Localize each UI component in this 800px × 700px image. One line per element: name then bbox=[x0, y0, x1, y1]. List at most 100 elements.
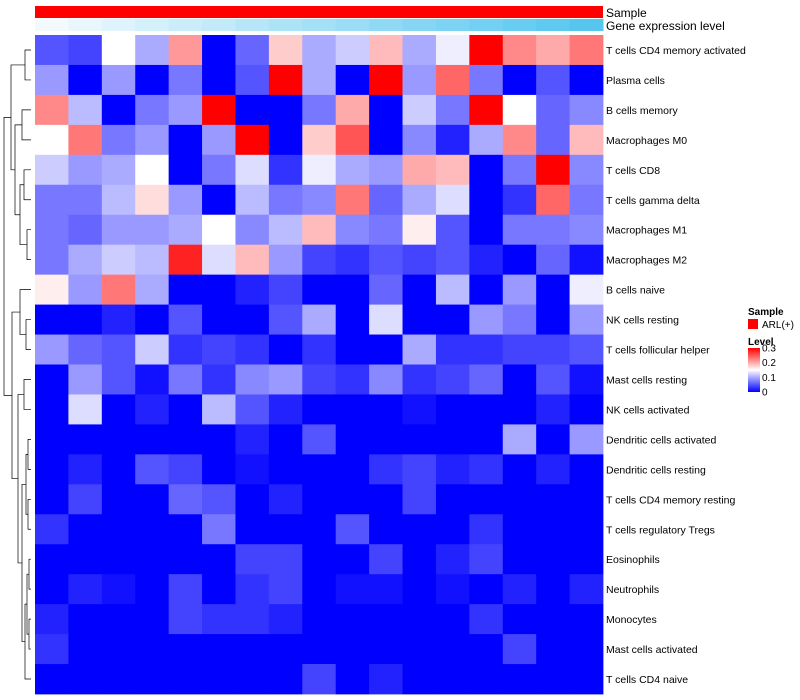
heatmap-cell bbox=[435, 94, 470, 126]
heatmap-cell bbox=[402, 35, 437, 66]
heatmap-cell bbox=[68, 424, 103, 455]
heatmap-cell bbox=[335, 484, 370, 515]
heatmap-cell bbox=[35, 154, 69, 186]
heatmap-cell bbox=[569, 574, 604, 605]
heatmap-cell bbox=[68, 94, 103, 126]
dendrogram-branch bbox=[26, 229, 31, 261]
row-label: B cells naive bbox=[606, 285, 665, 297]
dendrogram-branch bbox=[19, 289, 31, 335]
heatmap-cell bbox=[101, 604, 136, 635]
row-label: T cells CD4 memory activated bbox=[606, 45, 746, 57]
heatmap-cell bbox=[101, 454, 136, 485]
heatmap-cell bbox=[402, 574, 437, 605]
heatmap-cell bbox=[235, 35, 270, 66]
heatmap-cell bbox=[135, 94, 170, 126]
heatmap-cell bbox=[302, 364, 337, 395]
heatmap-cell bbox=[101, 634, 136, 665]
heatmap-cell bbox=[469, 394, 504, 425]
heatmap-cell bbox=[369, 454, 403, 485]
heatmap-cell bbox=[469, 454, 504, 485]
heatmap-cell bbox=[168, 364, 203, 395]
heatmap-cell bbox=[202, 35, 236, 66]
heatmap-cell bbox=[268, 604, 303, 635]
heatmap-cell bbox=[469, 154, 504, 186]
dendrogram-branch bbox=[28, 558, 31, 590]
heatmap-cell bbox=[101, 64, 136, 96]
heatmap-cell bbox=[369, 394, 403, 425]
legend-sample-items: ARL(+) bbox=[748, 319, 794, 331]
heatmap-cell bbox=[202, 124, 236, 156]
heatmap-cell bbox=[536, 604, 570, 635]
heatmap-cell bbox=[35, 364, 69, 395]
heatmap-cell bbox=[335, 364, 370, 395]
heatmap-cell bbox=[469, 64, 504, 96]
heatmap-cell bbox=[569, 35, 604, 66]
dendrogram-branch bbox=[19, 184, 27, 246]
heatmap-cell bbox=[502, 35, 537, 66]
heatmap-cell bbox=[68, 514, 103, 545]
dendrogram-branch bbox=[17, 394, 24, 564]
annotation-gene-expression-cell bbox=[569, 19, 604, 31]
heatmap-cell bbox=[302, 244, 337, 276]
heatmap-cell bbox=[68, 274, 103, 305]
heatmap-cell bbox=[35, 424, 69, 455]
heatmap-cell bbox=[335, 544, 370, 575]
heatmap-cell bbox=[369, 634, 403, 665]
heatmap-cell bbox=[135, 184, 170, 216]
heatmap-cell bbox=[569, 94, 604, 126]
heatmap-cell bbox=[435, 334, 470, 365]
heatmap-cell bbox=[268, 424, 303, 455]
heatmap-cell bbox=[235, 184, 270, 216]
heatmap-cell bbox=[202, 634, 236, 665]
heatmap-cell bbox=[135, 64, 170, 96]
heatmap-cell bbox=[369, 484, 403, 515]
heatmap-cell bbox=[569, 544, 604, 575]
heatmap-cell bbox=[369, 664, 403, 695]
heatmap-cell bbox=[235, 64, 270, 96]
heatmap-cell bbox=[135, 394, 170, 425]
heatmap-cell bbox=[168, 484, 203, 515]
heatmap-cell bbox=[135, 484, 170, 515]
heatmap-cell bbox=[168, 35, 203, 66]
heatmap-cell bbox=[335, 304, 370, 335]
heatmap-cell bbox=[335, 454, 370, 485]
row-label: Dendritic cells resting bbox=[606, 464, 706, 476]
heatmap-cell bbox=[135, 334, 170, 365]
dendrogram-branch bbox=[27, 439, 31, 470]
dendrogram-branch bbox=[10, 64, 25, 171]
heatmap-cell bbox=[369, 35, 403, 66]
heatmap-cell bbox=[202, 544, 236, 575]
heatmap-cell bbox=[202, 94, 236, 126]
heatmap-cell bbox=[569, 64, 604, 96]
heatmap-cell bbox=[435, 394, 470, 425]
heatmap-cell bbox=[569, 454, 604, 485]
legend-level-tick-label: 0 bbox=[762, 388, 768, 399]
heatmap-cell bbox=[101, 664, 136, 695]
heatmap-cell bbox=[35, 454, 69, 485]
heatmap-cell bbox=[168, 574, 203, 605]
heatmap-cell bbox=[335, 154, 370, 186]
heatmap-cell bbox=[536, 394, 570, 425]
heatmap-cell bbox=[469, 664, 504, 695]
heatmap-cell bbox=[536, 514, 570, 545]
heatmap-cell bbox=[435, 304, 470, 335]
heatmap-cell bbox=[135, 514, 170, 545]
heatmap-cell bbox=[469, 514, 504, 545]
heatmap-cell bbox=[335, 94, 370, 126]
heatmap-cell bbox=[68, 124, 103, 156]
heatmap-cell bbox=[402, 124, 437, 156]
heatmap-cell bbox=[502, 604, 537, 635]
heatmap-cell bbox=[369, 184, 403, 216]
heatmap-cell bbox=[435, 124, 470, 156]
heatmap-cell bbox=[268, 154, 303, 186]
annotation-gene-expression-cell bbox=[235, 19, 270, 31]
heatmap-cell bbox=[135, 274, 170, 305]
heatmap-cell bbox=[435, 64, 470, 96]
annotation-label-sample: Sample bbox=[606, 6, 647, 20]
heatmap-cell bbox=[235, 544, 270, 575]
heatmap-cell bbox=[569, 604, 604, 635]
heatmap-cell bbox=[101, 244, 136, 276]
heatmap-cell bbox=[335, 124, 370, 156]
heatmap-cell bbox=[402, 484, 437, 515]
heatmap-cell bbox=[235, 94, 270, 126]
